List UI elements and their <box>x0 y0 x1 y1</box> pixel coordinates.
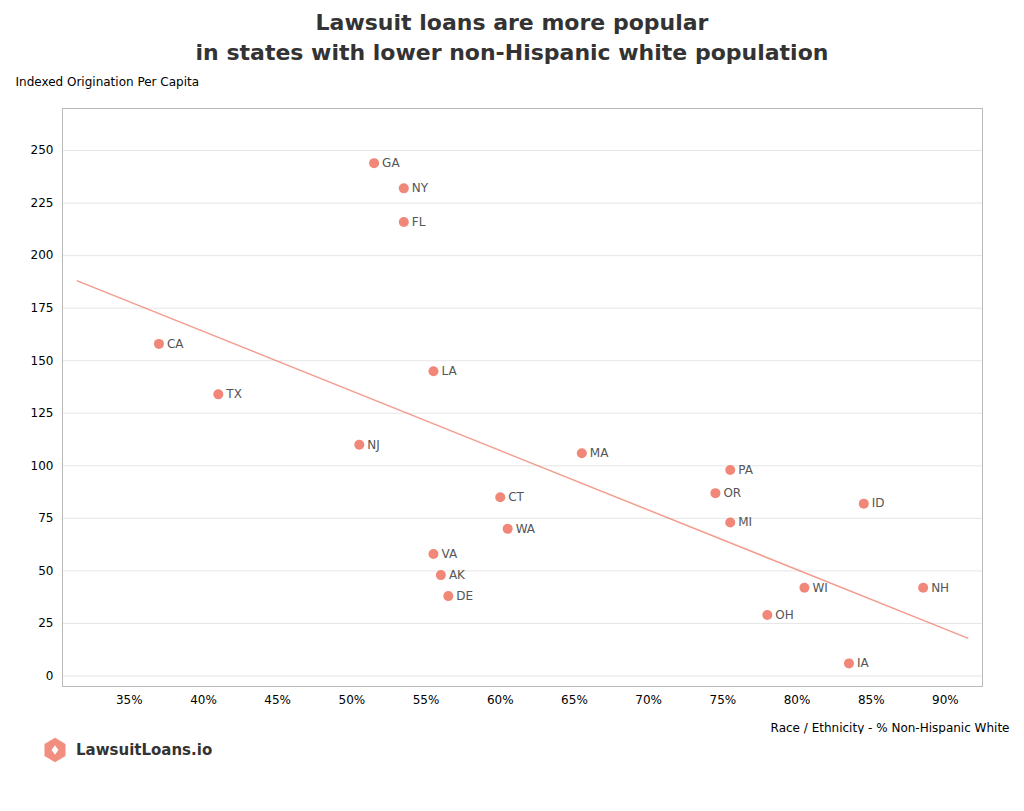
svg-text:OR: OR <box>723 486 741 500</box>
svg-text:Indexed Origination Per Capita: Indexed Origination Per Capita <box>16 75 200 89</box>
svg-text:60%: 60% <box>487 693 514 707</box>
html-text:Lawsuit loans are more popular: Lawsuit loans are more popular <box>315 10 709 35</box>
svg-text:175: 175 <box>31 301 54 315</box>
svg-text:FL: FL <box>412 215 426 229</box>
svg-text:80%: 80% <box>784 693 811 707</box>
svg-text:CA: CA <box>167 337 184 351</box>
svg-text:OH: OH <box>775 608 793 622</box>
svg-text:CT: CT <box>508 490 524 504</box>
svg-text:VA: VA <box>441 547 457 561</box>
svg-text:DE: DE <box>456 589 473 603</box>
svg-text:100: 100 <box>31 459 54 473</box>
svg-text:LA: LA <box>441 364 457 378</box>
svg-text:NY: NY <box>412 181 429 195</box>
svg-text:MI: MI <box>738 515 752 529</box>
svg-text:40%: 40% <box>190 693 217 707</box>
svg-text:AK: AK <box>449 568 466 582</box>
svg-text:90%: 90% <box>932 693 959 707</box>
svg-text:IA: IA <box>857 656 870 670</box>
svg-text:45%: 45% <box>264 693 291 707</box>
svg-text:85%: 85% <box>858 693 885 707</box>
svg-text:Race / Ethnicity - % Non-Hispa: Race / Ethnicity - % Non-Hispanic White <box>771 721 1010 735</box>
svg-text:25: 25 <box>38 616 53 630</box>
svg-text:70%: 70% <box>635 693 662 707</box>
svg-text:NH: NH <box>931 581 949 595</box>
svg-text:ID: ID <box>872 496 885 510</box>
svg-text:200: 200 <box>31 248 54 262</box>
svg-text:150: 150 <box>31 354 54 368</box>
svg-text:WI: WI <box>812 581 827 595</box>
svg-text:WA: WA <box>516 522 536 536</box>
svg-text:250: 250 <box>31 143 54 157</box>
svg-text:55%: 55% <box>413 693 440 707</box>
svg-text:TX: TX <box>225 387 242 401</box>
svg-text:50%: 50% <box>339 693 366 707</box>
svg-text:125: 125 <box>31 406 54 420</box>
html-text:in states with lower non-Hispa: in states with lower non-Hispanic white … <box>195 40 829 65</box>
svg-text:75: 75 <box>38 511 53 525</box>
svg-text:225: 225 <box>31 196 54 210</box>
svg-text:GA: GA <box>382 156 400 170</box>
svg-text:65%: 65% <box>561 693 588 707</box>
svg-text:MA: MA <box>590 446 609 460</box>
svg-text:NJ: NJ <box>367 438 380 452</box>
svg-text:0: 0 <box>46 669 54 683</box>
html-text:LawsuitLoans.io: LawsuitLoans.io <box>76 741 213 759</box>
svg-text:75%: 75% <box>709 693 736 707</box>
svg-text:35%: 35% <box>116 693 143 707</box>
svg-text:PA: PA <box>738 463 753 477</box>
svg-text:50: 50 <box>38 564 53 578</box>
